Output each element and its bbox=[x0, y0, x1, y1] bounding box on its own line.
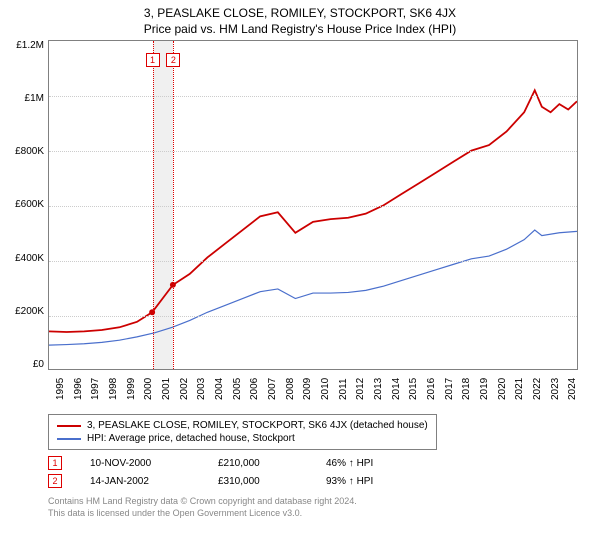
chart-area: £1.2M £1M £800K £600K £400K £200K £0 12 bbox=[12, 40, 588, 370]
x-tick-label: 2020 bbox=[497, 378, 508, 400]
marker-line bbox=[153, 41, 154, 369]
x-tick-label: 2007 bbox=[267, 378, 278, 400]
x-tick-label: 2016 bbox=[426, 378, 437, 400]
x-tick-label: 2023 bbox=[550, 378, 561, 400]
legend-swatch bbox=[57, 438, 81, 440]
x-tick-label: 2017 bbox=[444, 378, 455, 400]
x-tick-label: 2015 bbox=[408, 378, 419, 400]
y-tick-label: £400K bbox=[12, 253, 44, 264]
sale-date: 14-JAN-2002 bbox=[90, 476, 190, 487]
x-tick-label: 2014 bbox=[391, 378, 402, 400]
series-price_paid bbox=[49, 90, 577, 332]
x-tick-label: 2012 bbox=[355, 378, 366, 400]
x-tick-label: 2011 bbox=[338, 378, 349, 400]
x-tick-label: 2024 bbox=[567, 378, 578, 400]
y-tick-label: £1M bbox=[12, 93, 44, 104]
x-axis-labels: 1995 1996 1997 1998 1999 2000 2001 2002 2003 2004… bbox=[52, 370, 582, 410]
grid-line bbox=[49, 151, 577, 152]
x-tick-label: 2010 bbox=[320, 378, 331, 400]
x-tick-label: 2018 bbox=[461, 378, 472, 400]
footer-line1: Contains HM Land Registry data © Crown c… bbox=[48, 496, 588, 508]
legend-row: HPI: Average price, detached house, Stoc… bbox=[57, 432, 428, 445]
x-tick-label: 2008 bbox=[285, 378, 296, 400]
y-axis-labels: £1.2M £1M £800K £600K £400K £200K £0 bbox=[12, 40, 48, 370]
legend-swatch bbox=[57, 425, 81, 427]
x-tick-label: 2021 bbox=[514, 378, 525, 400]
x-tick-label: 2009 bbox=[302, 378, 313, 400]
y-tick-label: £600K bbox=[12, 199, 44, 210]
grid-line bbox=[49, 316, 577, 317]
x-tick-label: 2006 bbox=[249, 378, 260, 400]
chart-subtitle: Price paid vs. HM Land Registry's House … bbox=[12, 22, 588, 36]
x-tick-label: 2019 bbox=[479, 378, 490, 400]
x-tick-label: 1998 bbox=[108, 378, 119, 400]
sale-price: £210,000 bbox=[218, 458, 298, 469]
legend-label: 3, PEASLAKE CLOSE, ROMILEY, STOCKPORT, S… bbox=[87, 420, 428, 431]
sale-row: 2 14-JAN-2002 £310,000 93% ↑ HPI bbox=[48, 472, 588, 490]
legend-label: HPI: Average price, detached house, Stoc… bbox=[87, 433, 295, 444]
marker-number-box: 1 bbox=[146, 53, 160, 67]
sale-vs-hpi: 93% ↑ HPI bbox=[326, 476, 373, 487]
y-tick-label: £0 bbox=[12, 359, 44, 370]
grid-line bbox=[49, 206, 577, 207]
x-tick-label: 1999 bbox=[126, 378, 137, 400]
x-tick-label: 2000 bbox=[143, 378, 154, 400]
x-tick-label: 2003 bbox=[196, 378, 207, 400]
x-tick-label: 2001 bbox=[161, 378, 172, 400]
series-hpi bbox=[49, 230, 577, 345]
sale-date: 10-NOV-2000 bbox=[90, 458, 190, 469]
sale-row: 1 10-NOV-2000 £210,000 46% ↑ HPI bbox=[48, 454, 588, 472]
marker-line bbox=[173, 41, 174, 369]
x-tick-label: 2022 bbox=[532, 378, 543, 400]
x-tick-label: 1995 bbox=[55, 378, 66, 400]
x-tick-label: 1997 bbox=[90, 378, 101, 400]
footer-line2: This data is licensed under the Open Gov… bbox=[48, 508, 588, 520]
sale-price: £310,000 bbox=[218, 476, 298, 487]
sale-number-box: 2 bbox=[48, 474, 62, 488]
legend: 3, PEASLAKE CLOSE, ROMILEY, STOCKPORT, S… bbox=[48, 414, 437, 450]
sales-table: 1 10-NOV-2000 £210,000 46% ↑ HPI 2 14-JAN-200… bbox=[48, 454, 588, 490]
grid-line bbox=[49, 261, 577, 262]
x-tick-label: 1996 bbox=[73, 378, 84, 400]
chart-title: 3, PEASLAKE CLOSE, ROMILEY, STOCKPORT, S… bbox=[12, 6, 588, 20]
plot-area: 12 bbox=[48, 40, 578, 370]
sale-vs-hpi: 46% ↑ HPI bbox=[326, 458, 373, 469]
y-tick-label: £800K bbox=[12, 146, 44, 157]
x-tick-label: 2002 bbox=[179, 378, 190, 400]
marker-number-box: 2 bbox=[166, 53, 180, 67]
grid-line bbox=[49, 96, 577, 97]
x-tick-label: 2004 bbox=[214, 378, 225, 400]
x-tick-label: 2013 bbox=[373, 378, 384, 400]
x-tick-label: 2005 bbox=[232, 378, 243, 400]
sale-number-box: 1 bbox=[48, 456, 62, 470]
y-tick-label: £200K bbox=[12, 306, 44, 317]
y-tick-label: £1.2M bbox=[12, 40, 44, 51]
legend-row: 3, PEASLAKE CLOSE, ROMILEY, STOCKPORT, S… bbox=[57, 419, 428, 432]
footer-attribution: Contains HM Land Registry data © Crown c… bbox=[48, 496, 588, 519]
